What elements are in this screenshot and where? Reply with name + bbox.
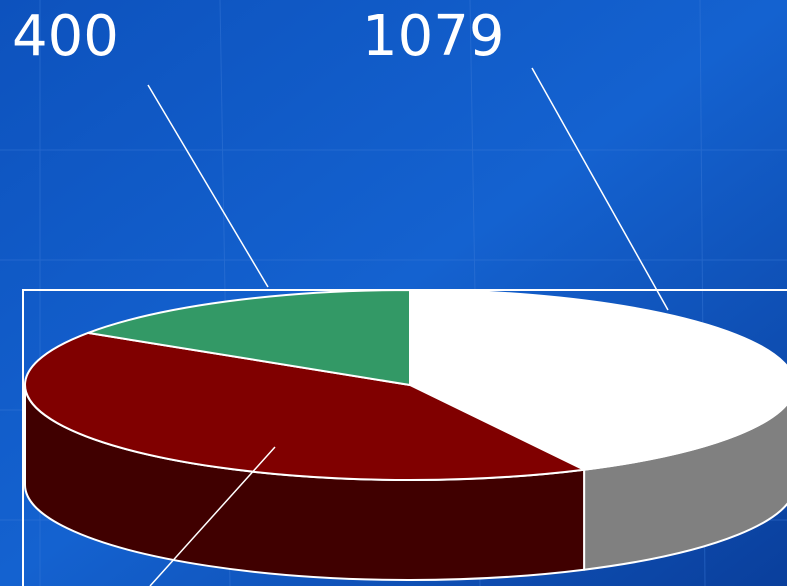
leader-line — [147, 84, 269, 288]
slice — [409, 289, 787, 471]
labels: 1079 400 — [12, 4, 669, 586]
leader-line — [149, 446, 276, 586]
slice — [87, 289, 411, 386]
data-label: 400 — [12, 4, 119, 69]
data-label: 1079 — [362, 4, 505, 69]
slice — [24, 331, 586, 481]
pie — [24, 289, 787, 581]
leader-line — [531, 67, 669, 311]
